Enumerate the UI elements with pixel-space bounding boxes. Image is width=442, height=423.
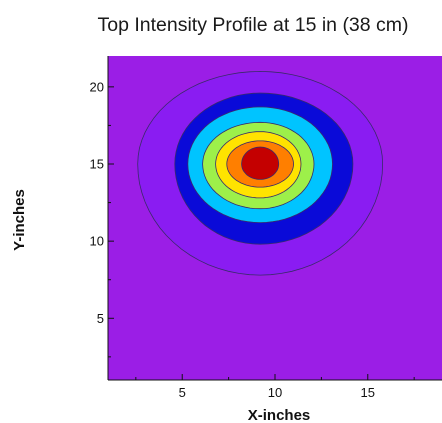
y-tick-label: 20 <box>90 79 104 94</box>
contour-fills <box>137 70 384 276</box>
y-tick-label: 10 <box>90 234 104 249</box>
x-tick-label: 10 <box>268 385 282 400</box>
x-axis-title: X-inches <box>248 407 311 423</box>
contour-level-7 <box>241 146 280 180</box>
y-tick-label: 5 <box>97 311 104 326</box>
x-tick-label: 5 <box>179 385 186 400</box>
x-axis-ticks: 5 10 15 <box>135 374 415 400</box>
chart-title: Top Intensity Profile at 15 in (38 cm) <box>97 14 408 36</box>
x-tick-label: 15 <box>361 385 375 400</box>
y-axis-title: Y-inches <box>11 189 28 251</box>
y-tick-label: 15 <box>90 157 104 172</box>
y-axis-ticks: 5 10 15 20 <box>90 79 114 358</box>
